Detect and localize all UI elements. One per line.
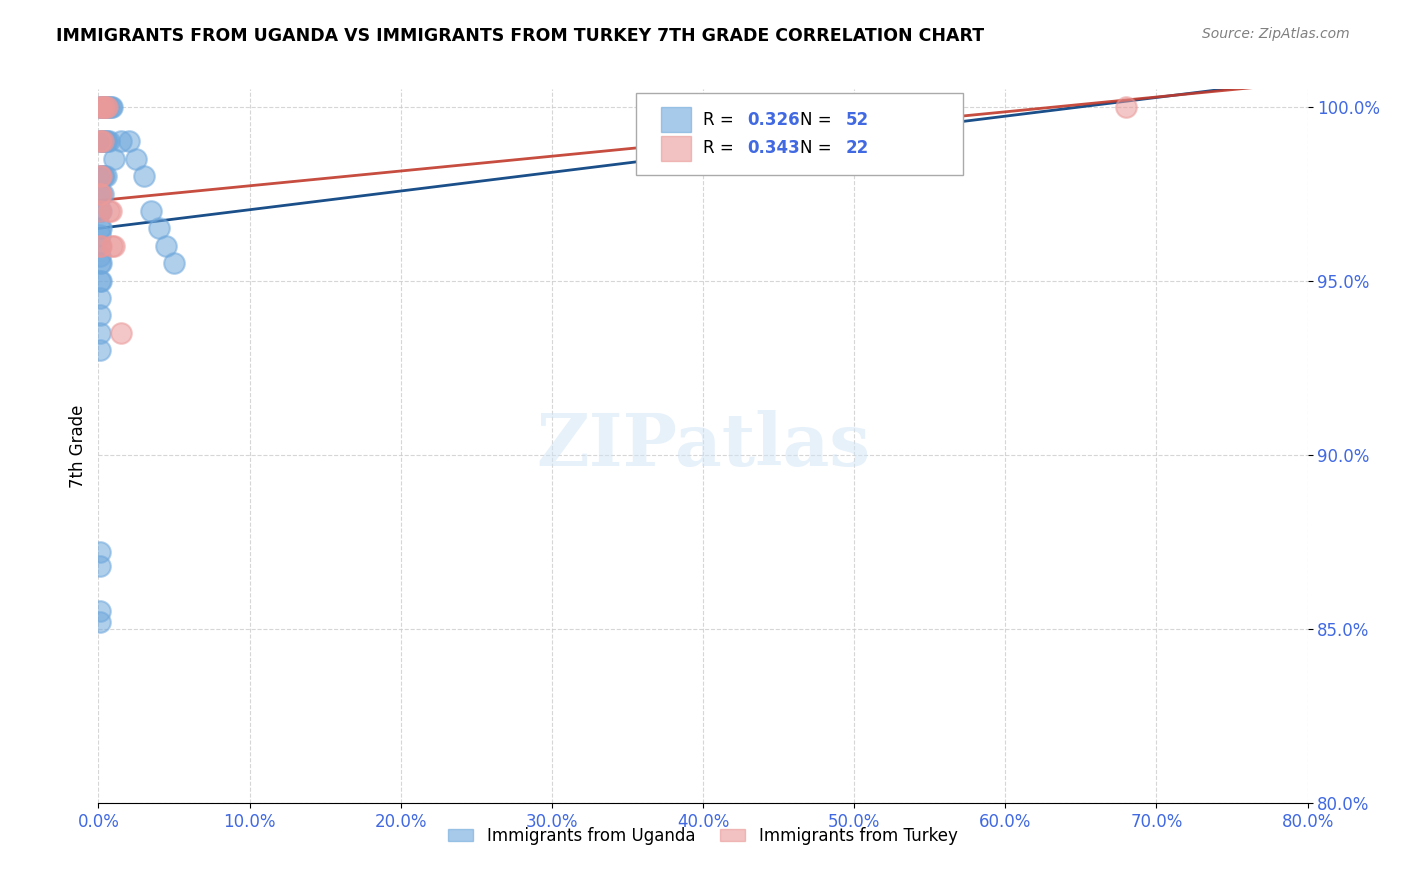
Point (93, 100, 115, 114)
Text: 22: 22 (845, 139, 869, 157)
Text: 0.343: 0.343 (748, 139, 800, 157)
Point (90, 100, 112, 114)
Point (89, 204, 111, 219)
Point (110, 135, 132, 149)
Point (89, 274, 111, 288)
Point (89, 604, 111, 618)
Point (89, 135, 111, 149)
Point (89, 309, 111, 323)
Point (89, 186, 111, 201)
Point (96, 135, 118, 149)
Point (98, 100, 121, 114)
Point (101, 239, 124, 253)
Point (101, 100, 124, 114)
Point (90, 169, 112, 184)
Point (90, 239, 112, 253)
Point (89, 186, 111, 201)
Point (89, 204, 111, 219)
Point (89, 326, 111, 340)
Point (90, 169, 112, 184)
Point (91, 169, 114, 184)
Point (90, 221, 112, 235)
Point (90, 186, 112, 201)
Point (94, 169, 117, 184)
Point (93, 169, 115, 184)
Point (89, 559, 111, 574)
Text: 0.326: 0.326 (748, 111, 800, 128)
Bar (661, 107, 690, 132)
Point (90, 204, 112, 219)
Point (89, 100, 111, 114)
Point (103, 239, 125, 253)
Point (98, 204, 121, 219)
Point (89, 135, 111, 149)
Point (125, 152, 148, 166)
Point (94, 100, 117, 114)
Point (96, 100, 118, 114)
Bar (661, 136, 690, 161)
Point (91, 186, 114, 201)
Point (93, 135, 115, 149)
Point (110, 326, 132, 340)
Point (93, 100, 115, 114)
FancyBboxPatch shape (637, 93, 963, 175)
Text: IMMIGRANTS FROM UGANDA VS IMMIGRANTS FROM TURKEY 7TH GRADE CORRELATION CHART: IMMIGRANTS FROM UGANDA VS IMMIGRANTS FRO… (56, 27, 984, 45)
Point (89, 239, 111, 253)
Point (100, 204, 122, 219)
Text: Source: ZipAtlas.com: Source: ZipAtlas.com (1202, 27, 1350, 41)
Point (89, 615, 111, 629)
Point (89, 545, 111, 559)
Point (98, 135, 121, 149)
Point (94, 135, 117, 149)
Legend: Immigrants from Uganda, Immigrants from Turkey: Immigrants from Uganda, Immigrants from … (441, 821, 965, 852)
Point (90, 135, 112, 149)
Point (89, 249, 111, 263)
Point (89, 228, 111, 243)
Point (89, 169, 111, 184)
Point (90, 100, 112, 114)
Point (148, 221, 170, 235)
Point (100, 100, 122, 114)
Text: ZIPatlas: ZIPatlas (536, 410, 870, 482)
Point (90, 135, 112, 149)
Point (91, 100, 114, 114)
Point (91, 100, 114, 114)
Point (141, 204, 163, 219)
Text: N =: N = (800, 111, 837, 128)
Point (90, 256, 112, 270)
Point (90, 274, 112, 288)
Point (96, 100, 118, 114)
Point (1115, 100, 1137, 114)
Text: R =: R = (703, 111, 740, 128)
Point (91, 135, 114, 149)
Point (89, 169, 111, 184)
Point (118, 135, 141, 149)
Point (94, 100, 117, 114)
Point (89, 221, 111, 235)
Point (103, 152, 125, 166)
Point (132, 169, 155, 184)
Point (91, 135, 114, 149)
Point (89, 343, 111, 358)
Text: 52: 52 (845, 111, 869, 128)
Point (90, 186, 112, 201)
Point (155, 239, 177, 253)
Text: R =: R = (703, 139, 740, 157)
Point (89, 256, 111, 270)
Point (89, 100, 111, 114)
Text: N =: N = (800, 139, 837, 157)
Point (89, 239, 111, 253)
Point (163, 256, 186, 270)
Y-axis label: 7th Grade: 7th Grade (69, 404, 87, 488)
Point (89, 291, 111, 305)
